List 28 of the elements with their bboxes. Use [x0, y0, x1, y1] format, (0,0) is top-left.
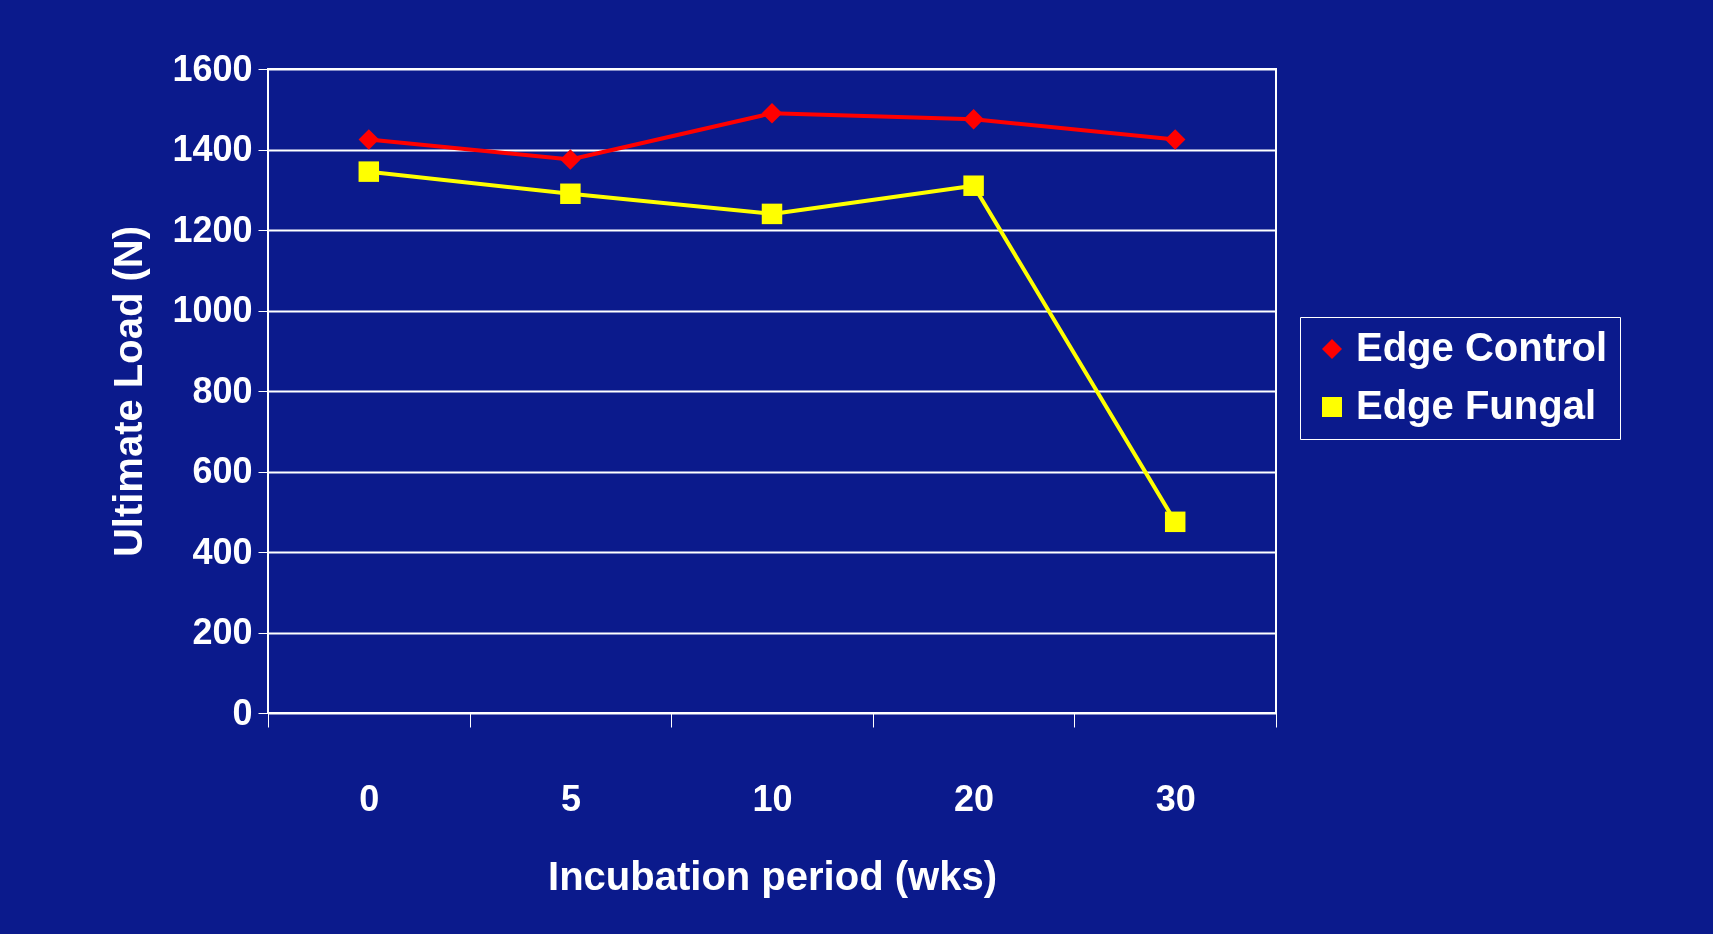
y-tick-label: 400 — [192, 530, 253, 572]
y-tick-label: 800 — [192, 369, 253, 411]
x-tick-label: 10 — [752, 777, 793, 819]
point — [761, 103, 783, 124]
y-tick-label: 1000 — [172, 289, 253, 330]
point — [358, 161, 380, 182]
point — [358, 129, 380, 150]
point — [963, 175, 984, 196]
y-tick-label: 200 — [192, 611, 253, 652]
point — [560, 149, 581, 170]
x-tick-label: 20 — [954, 777, 995, 819]
point — [761, 203, 783, 225]
point — [963, 109, 984, 130]
y-tick-label: 0 — [232, 691, 253, 733]
x-axis-title: Incubation period (wks) — [548, 853, 997, 898]
y-tick-label: 1600 — [172, 47, 253, 89]
y-tick-label: 600 — [192, 450, 253, 491]
legend-label: Edge Fungal — [1356, 383, 1596, 427]
y-tick-label: 1400 — [172, 128, 253, 169]
x-tick-label: 5 — [560, 777, 581, 819]
x-tick-label: 30 — [1155, 777, 1196, 819]
x-tick-label: 0 — [359, 777, 380, 819]
y-axis-title: Ultimate Load (N) — [106, 225, 151, 558]
y-tick-label: 1200 — [172, 208, 253, 250]
legend-label: Edge Control — [1356, 325, 1608, 369]
point — [1164, 129, 1186, 150]
point — [1164, 511, 1186, 533]
point — [560, 183, 581, 205]
